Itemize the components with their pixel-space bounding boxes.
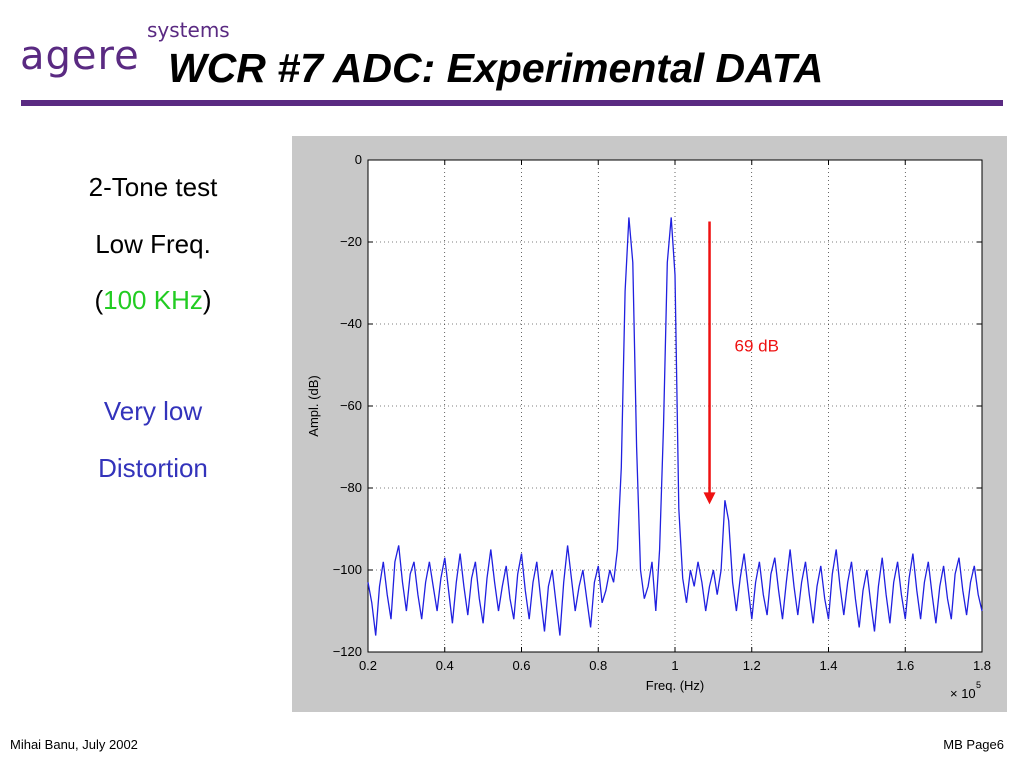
y-tick-label: −120: [333, 644, 362, 659]
distortion-text-line2: Distortion: [98, 453, 208, 483]
agere-systems-logo: systems agere: [20, 20, 230, 100]
y-tick-label: −100: [333, 562, 362, 577]
spectrum-chart: 0.2 0.4 0.6 0.8 1 1.2 1.4 1.6 1.8 0 −20 −40 −60 −80 −…: [292, 136, 1007, 712]
annotation-group: 69 dB: [703, 221, 779, 505]
x-tick-label: 1: [671, 658, 678, 673]
y-tick-marks: 0 −20 −40 −60 −80 −100 −120: [333, 152, 982, 659]
annotation-arrow-head: [703, 492, 716, 505]
x-tick-label: 0.4: [436, 658, 454, 673]
x-tick-label: 0.2: [359, 658, 377, 673]
x-tick-label: 0.8: [589, 658, 607, 673]
logo-wordmark: agere: [20, 33, 140, 79]
x-tick-label: 0.6: [512, 658, 530, 673]
x-tick-label: 1.6: [896, 658, 914, 673]
spectrum-trace: [367, 217, 983, 636]
y-tick-label: −60: [340, 398, 362, 413]
frequency-label-text: Low Freq.: [95, 229, 211, 259]
plot-area: [367, 159, 983, 653]
y-axis-label: Ampl. (dB): [306, 375, 321, 436]
x-tick-label: 1.2: [743, 658, 761, 673]
x-multiplier-base: × 10: [950, 686, 976, 701]
annotation-label: 69 dB: [735, 337, 779, 356]
paren-open: (: [94, 285, 104, 315]
frequency-value-highlight: 100 KHz: [103, 285, 203, 315]
test-type-text: 2-Tone test: [88, 172, 218, 202]
x-multiplier-exponent: 5: [976, 680, 981, 690]
x-tick-marks: 0.2 0.4 0.6 0.8 1 1.2 1.4 1.6 1.8: [359, 160, 991, 673]
y-tick-label: 0: [355, 152, 362, 167]
frequency-value-text: (100 KHz): [40, 287, 266, 313]
y-tick-label: −80: [340, 480, 362, 495]
distortion-text-line1: Very low: [103, 396, 203, 426]
footer-author-date: Mihai Banu, July 2002: [10, 737, 138, 752]
x-axis-label: Freq. (Hz): [646, 678, 705, 693]
y-tick-label: −20: [340, 234, 362, 249]
slide-title: WCR #7 ADC: Experimental DATA: [168, 45, 824, 91]
logo-subtext: systems: [147, 18, 230, 42]
x-tick-label: 1.4: [819, 658, 837, 673]
title-divider: [21, 100, 1003, 106]
y-tick-label: −40: [340, 316, 362, 331]
footer-page-number: MB Page6: [943, 737, 1004, 752]
paren-close: ): [202, 285, 212, 315]
x-tick-label: 1.8: [973, 658, 991, 673]
